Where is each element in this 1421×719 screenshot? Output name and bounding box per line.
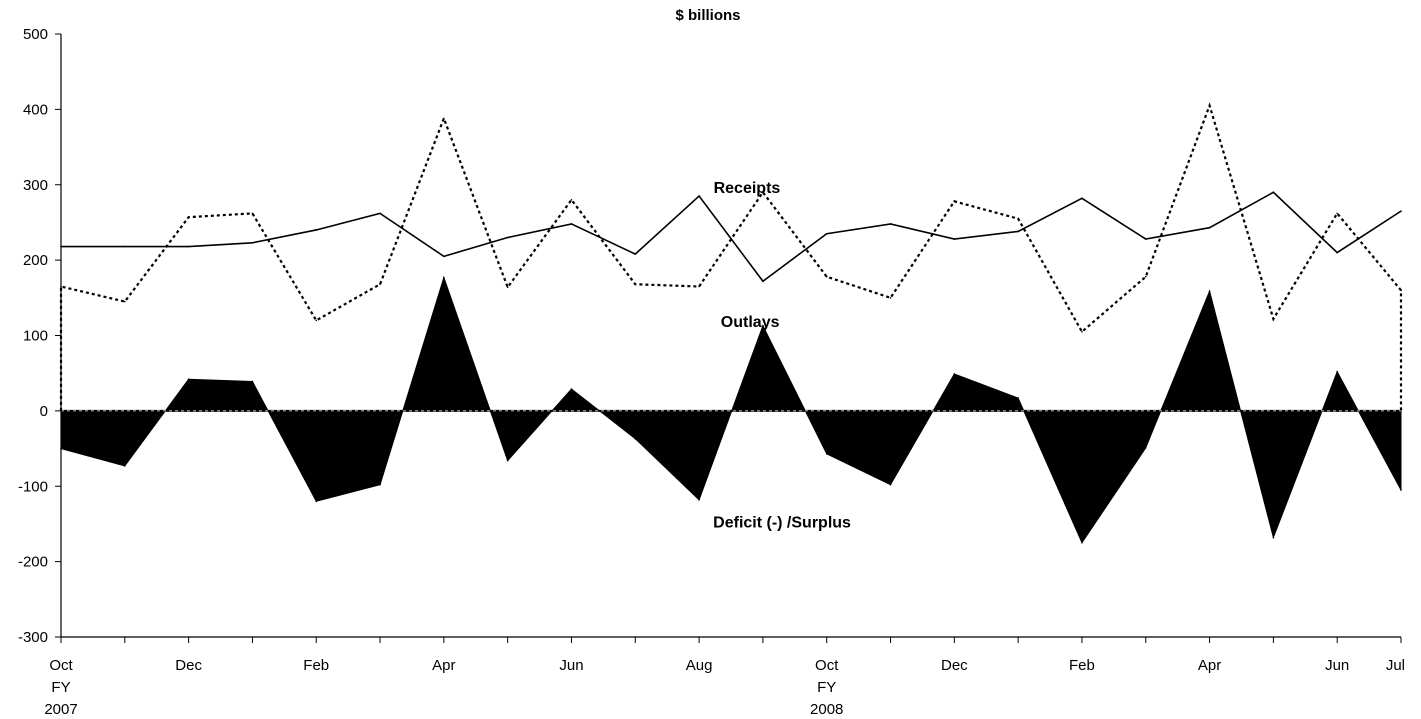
deficit-surplus-point — [251, 380, 254, 383]
outlays-point — [124, 245, 126, 248]
outlays-point — [1081, 197, 1083, 200]
outlays-point — [1208, 226, 1211, 229]
deficit-surplus-point — [1208, 290, 1211, 292]
series-annotation: Outlays — [721, 314, 780, 331]
y-tick-label: -100 — [18, 478, 48, 495]
y-tick-label: -300 — [18, 629, 48, 646]
x-tick-label: Dec — [175, 657, 202, 674]
series-annotation: Deficit (-) /Surplus — [713, 514, 851, 531]
x-tick-label: Feb — [1069, 657, 1095, 674]
receipts-point — [443, 117, 445, 120]
receipts-point — [825, 275, 828, 278]
outlays-point — [889, 223, 892, 225]
receipts-point — [506, 286, 509, 289]
receipts-point — [1208, 104, 1211, 107]
outlays-point — [698, 195, 700, 197]
deficit-surplus-point — [1144, 447, 1147, 449]
plot-area — [59, 102, 1403, 544]
outlays-point — [187, 245, 190, 248]
outlays-point — [443, 255, 445, 258]
deficit-surplus-point — [1081, 541, 1083, 544]
receipts-point — [953, 200, 956, 203]
y-tick-label: 200 — [23, 252, 48, 269]
x-tick-label: Oct FY 2008 — [810, 657, 843, 718]
x-tick-label: Oct FY 2007 — [44, 657, 77, 718]
deficit-surplus-point — [379, 483, 381, 486]
outlays-point — [1144, 238, 1147, 240]
tick-labels: 500 400 300 200 100 0 -100 -200 -300 Oct FY 2007 Dec… — [18, 26, 1405, 718]
deficit-surplus-point — [889, 483, 892, 486]
series-annotation: Receipts — [714, 180, 781, 197]
receipts-point — [698, 285, 700, 288]
outlays-point — [953, 238, 956, 240]
receipts-point — [634, 283, 637, 286]
receipts-point — [1336, 212, 1338, 215]
outlays-point — [762, 280, 764, 283]
deficit-surplus-point — [1400, 489, 1402, 491]
receipts-point — [889, 297, 892, 299]
receipts-point — [251, 212, 254, 215]
outlays-point — [506, 236, 509, 239]
outlays-point — [1272, 191, 1275, 194]
deficit-surplus-point — [1017, 397, 1019, 399]
x-tick-label: Apr — [432, 657, 455, 674]
receipts-point — [124, 300, 126, 303]
x-tick-label: Feb — [303, 657, 329, 674]
chart-title: $ billions — [675, 7, 740, 24]
outlays-point — [379, 212, 381, 215]
y-tick-label: 100 — [23, 328, 48, 345]
receipts-point — [762, 191, 764, 194]
deficit-surplus-point — [825, 453, 828, 455]
receipts-point — [379, 283, 381, 286]
outlays-point — [570, 223, 573, 225]
axes — [55, 33, 1402, 643]
receipts-point — [570, 199, 573, 201]
outlays-point — [1400, 210, 1402, 212]
deficit-surplus-point — [1336, 370, 1338, 373]
y-tick-label: 0 — [40, 403, 48, 420]
y-tick-label: 400 — [23, 101, 48, 118]
receipts-point — [187, 216, 190, 218]
receipts-point — [1017, 217, 1019, 220]
x-tick-label: Jun — [559, 657, 583, 674]
receipts-point — [1081, 330, 1083, 333]
outlays-point — [315, 229, 318, 231]
outlays-point — [251, 241, 254, 244]
deficit-surplus-point — [953, 373, 956, 375]
outlays-point — [634, 253, 637, 255]
deficit-surplus-point — [124, 465, 126, 467]
y-tick-label: -200 — [18, 554, 48, 571]
deficit-surplus-point — [762, 324, 764, 327]
outlays-point — [1336, 251, 1338, 254]
deficit-surplus-point — [570, 388, 573, 390]
outlays-point — [825, 232, 828, 235]
receipts-point — [1272, 318, 1275, 320]
deficit-surplus-point — [634, 437, 637, 440]
x-tick-label: Jun — [1325, 657, 1349, 674]
x-tick-label: Aug — [686, 657, 713, 674]
deficit-surplus-point — [698, 499, 700, 501]
series-outlays-line — [61, 191, 1402, 283]
x-tick-label: Jul — [1386, 657, 1405, 674]
receipts-point — [1144, 275, 1147, 278]
annotations: Receipts Outlays Deficit (-) /Surplus — [713, 180, 851, 532]
y-tick-label: 300 — [23, 177, 48, 194]
y-tick-label: 500 — [23, 26, 48, 43]
receipts-point — [315, 319, 318, 322]
deficit-surplus-point — [187, 378, 190, 381]
deficit-surplus-point — [443, 276, 445, 279]
deficit-surplus-point — [1272, 536, 1275, 539]
x-tick-label: Dec — [941, 657, 968, 674]
x-tick-label: Apr — [1198, 657, 1221, 674]
outlays-point — [1017, 230, 1019, 233]
receipts-point — [1400, 289, 1402, 292]
deficit-surplus-point — [506, 459, 509, 462]
deficit-surplus-point — [315, 500, 318, 503]
